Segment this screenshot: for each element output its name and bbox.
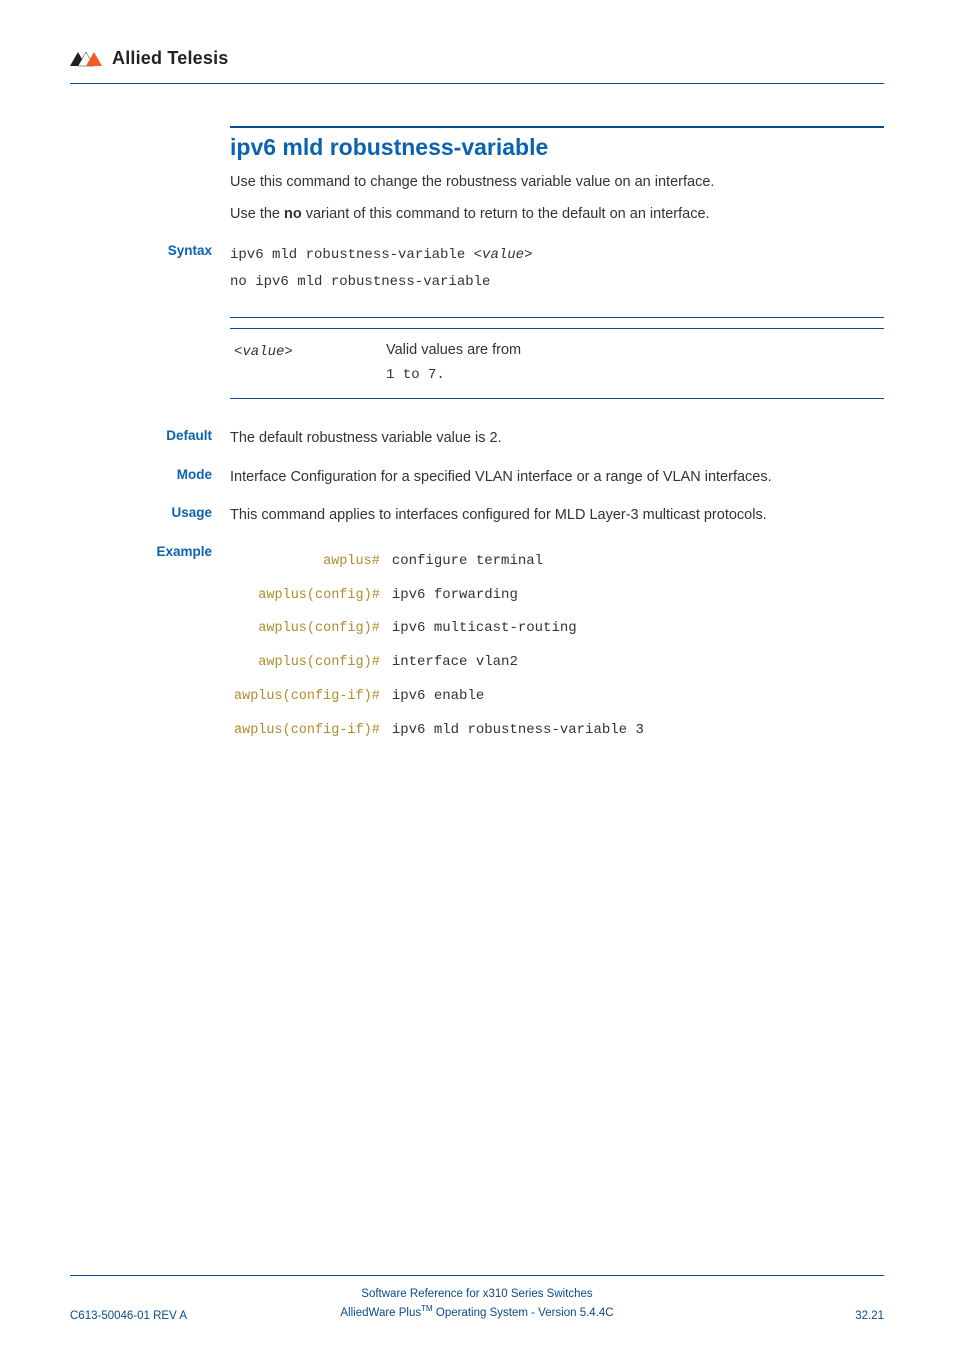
example-row: awplus(config-if)#ipv6 enable — [230, 680, 648, 714]
example-row: awplus#configure terminal — [230, 545, 648, 579]
syntax-text: no ipv6 mld robustness-variable — [230, 274, 490, 290]
footer-doc-id: C613-50046-01 REV A — [70, 1310, 210, 1322]
param-name: <value> — [234, 339, 374, 366]
footer-rule — [70, 1275, 884, 1276]
default-body: The default robustness variable value is… — [230, 427, 884, 449]
section-label-syntax: Syntax — [70, 242, 230, 258]
example-table: awplus#configure terminal awplus(config)… — [230, 545, 648, 749]
syntax-body: ipv6 mld robustness-variable <value> no … — [230, 242, 884, 399]
brand-name: Allied Telesis — [112, 48, 229, 69]
footer-os-post: Operating System - Version 5.4.4C — [433, 1307, 614, 1319]
example-cmd: configure terminal — [388, 545, 648, 579]
param-table: <value> Valid values are from 1 to 7. — [230, 317, 884, 399]
page: Allied Telesis ipv6 mld robustness-varia… — [0, 0, 954, 1270]
intro-text: Use this command to change the robustnes… — [230, 174, 714, 190]
title-rule — [230, 126, 884, 128]
param-desc-text: Valid values are from — [386, 342, 521, 358]
default-section: Default The default robustness variable … — [230, 427, 884, 449]
footer-os-tm: TM — [421, 1304, 433, 1313]
footer-center: Software Reference for x310 Series Switc… — [210, 1286, 744, 1322]
section-label-default: Default — [70, 427, 230, 443]
param-name-ital: value — [242, 344, 284, 360]
example-cmd: ipv6 forwarding — [388, 579, 648, 613]
syntax-line: no ipv6 mld robustness-variable — [230, 269, 884, 296]
intro-para-1: Use this command to change the robustnes… — [230, 171, 884, 193]
example-row: awplus(config)#ipv6 forwarding — [230, 579, 648, 613]
example-cmd: ipv6 mld robustness-variable 3 — [388, 714, 648, 748]
syntax-line: ipv6 mld robustness-variable <value> — [230, 242, 884, 269]
content-column: ipv6 mld robustness-variable Use this co… — [230, 126, 884, 748]
intro-text: Use the — [230, 206, 284, 222]
brand-logo-icon — [70, 50, 106, 68]
intro-text: variant of this command to return to the… — [302, 206, 710, 222]
example-section: Example awplus#configure terminal awplus… — [230, 543, 884, 749]
example-prompt: awplus(config)# — [230, 646, 388, 680]
page-footer: C613-50046-01 REV A Software Reference f… — [0, 1275, 954, 1322]
section-label-example: Example — [70, 543, 230, 559]
mode-body: Interface Configuration for a specified … — [230, 466, 884, 488]
example-row: awplus(config-if)#ipv6 mld robustness-va… — [230, 714, 648, 748]
footer-os-pre: AlliedWare Plus — [340, 1307, 421, 1319]
intro-para-2: Use the no variant of this command to re… — [230, 203, 884, 225]
usage-body: This command applies to interfaces confi… — [230, 504, 884, 526]
footer-os-line: AlliedWare PlusTM Operating System - Ver… — [210, 1303, 744, 1322]
example-prompt: awplus(config)# — [230, 612, 388, 646]
param-desc-cell: Valid values are from 1 to 7. — [382, 329, 884, 399]
syntax-text: ipv6 mld robustness-variable < — [230, 247, 482, 263]
example-cmd: interface vlan2 — [388, 646, 648, 680]
param-name-cell: <value> — [230, 329, 382, 399]
intro-bold: no — [284, 206, 302, 222]
footer-product-line: Software Reference for x310 Series Switc… — [210, 1286, 744, 1303]
example-cmd: ipv6 enable — [388, 680, 648, 714]
example-row: awplus(config)#ipv6 multicast-routing — [230, 612, 648, 646]
command-title: ipv6 mld robustness-variable — [230, 134, 884, 161]
example-prompt: awplus(config-if)# — [230, 680, 388, 714]
param-row: <value> Valid values are from 1 to 7. — [230, 329, 884, 399]
example-prompt: awplus(config)# — [230, 579, 388, 613]
syntax-section: Syntax ipv6 mld robustness-variable <val… — [230, 242, 884, 399]
example-prompt: awplus(config-if)# — [230, 714, 388, 748]
example-cmd: ipv6 multicast-routing — [388, 612, 648, 646]
syntax-ital: value — [482, 247, 524, 263]
example-row: awplus(config)#interface vlan2 — [230, 646, 648, 680]
param-name-post: > — [284, 344, 292, 360]
footer-row: C613-50046-01 REV A Software Reference f… — [70, 1286, 884, 1322]
header-rule — [70, 83, 884, 84]
section-label-usage: Usage — [70, 504, 230, 520]
footer-page-number: 32.21 — [744, 1310, 884, 1322]
usage-section: Usage This command applies to interfaces… — [230, 504, 884, 526]
example-prompt: awplus# — [230, 545, 388, 579]
example-body: awplus#configure terminal awplus(config)… — [230, 543, 884, 749]
section-label-mode: Mode — [70, 466, 230, 482]
logo-row: Allied Telesis — [70, 48, 884, 69]
mode-section: Mode Interface Configuration for a speci… — [230, 466, 884, 488]
syntax-text: > — [524, 247, 532, 263]
param-desc-code: 1 to 7. — [386, 362, 880, 389]
